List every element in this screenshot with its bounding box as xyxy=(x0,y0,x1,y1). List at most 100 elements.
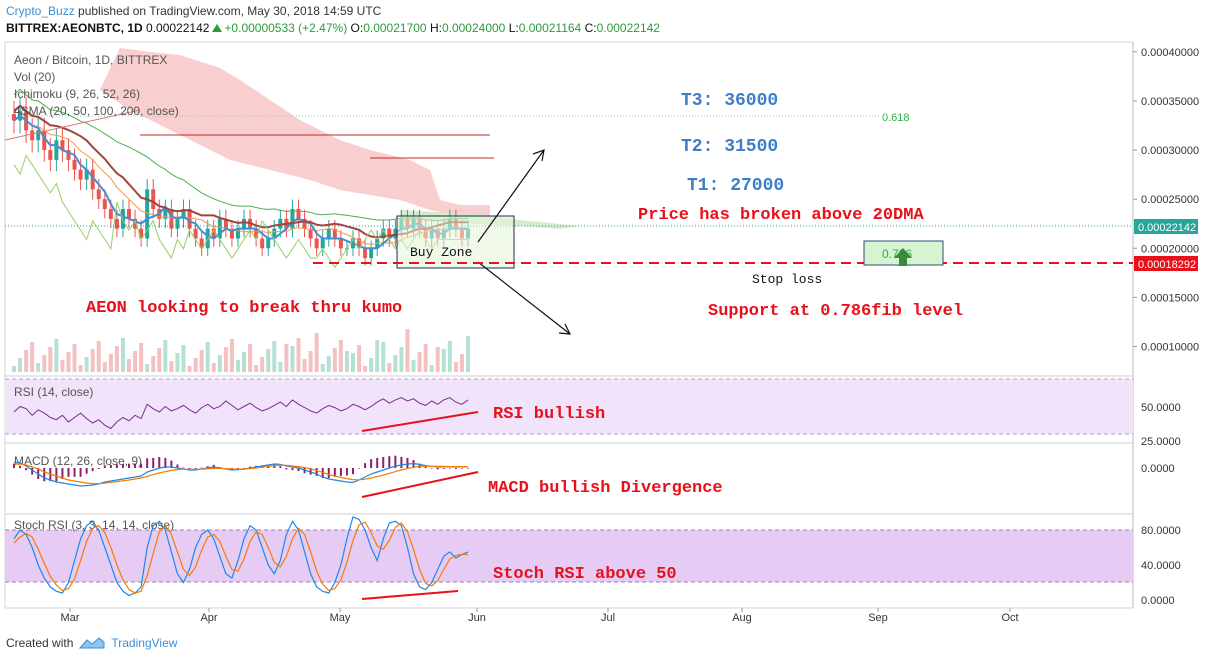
candle-body xyxy=(54,140,59,160)
price-tick-label: 0.00010000 xyxy=(1141,342,1199,354)
low-label: L: xyxy=(508,21,519,35)
time-tick-label: Oct xyxy=(1001,612,1018,624)
rsi-pane-title: RSI (14, close) xyxy=(14,385,93,399)
macd-hist-bar xyxy=(321,468,324,479)
buy-zone-box[interactable] xyxy=(396,215,515,269)
macd-hist-bar xyxy=(442,468,445,469)
candle-body xyxy=(66,150,71,160)
candle-body xyxy=(217,218,222,239)
macd-divergence-line xyxy=(361,471,479,498)
macd-hist-bar xyxy=(43,468,46,482)
time-tick-label: Aug xyxy=(732,612,752,624)
macd-hist-bar xyxy=(25,468,28,471)
macd-hist-bar xyxy=(115,464,118,468)
price-pane-title: Aeon / Bitcoin, 1D, BITTREX xyxy=(14,53,167,67)
volume-bar xyxy=(145,364,150,372)
kijun-line xyxy=(13,104,468,239)
publish-line: Crypto_Buzz published on TradingView.com… xyxy=(6,4,381,18)
volume-bar xyxy=(344,351,349,372)
volume-bar xyxy=(211,363,216,372)
macd-hist-bar xyxy=(309,468,312,475)
rsi-tick-label: 50.0000 xyxy=(1141,402,1181,414)
volume-bar xyxy=(163,340,168,372)
time-axis[interactable]: Mar Apr May Jun Jul Aug Sep Oct xyxy=(61,608,1019,624)
price-tick-label: 0.00030000 xyxy=(1141,145,1199,157)
author-link[interactable]: Crypto_Buzz xyxy=(6,4,75,18)
indicator-ichimoku: Ichimoku (9, 26, 52, 26) xyxy=(14,87,140,101)
volume-bar xyxy=(199,350,204,372)
volume-bar xyxy=(423,344,428,372)
volume-bar xyxy=(296,338,301,372)
candle-body xyxy=(72,159,77,170)
volume-bar xyxy=(181,345,186,372)
volume-bar xyxy=(308,351,313,372)
fib-618-label: 0.618 xyxy=(882,112,910,124)
candle-body xyxy=(145,189,150,239)
macd-hist-bar xyxy=(128,463,131,468)
macd-hist-bar xyxy=(146,458,149,468)
volume-bar xyxy=(72,344,77,372)
candle-body xyxy=(229,228,234,239)
volume-bar xyxy=(441,349,446,372)
macd-hist-bar xyxy=(236,468,239,469)
candle-body xyxy=(254,228,259,239)
candle-body xyxy=(272,228,277,239)
volume-bar xyxy=(187,366,192,372)
volume-group xyxy=(12,329,470,372)
volume-bar xyxy=(84,357,89,372)
rsi-tick-label: 25.0000 xyxy=(1141,436,1181,448)
candle-body xyxy=(338,238,343,249)
candle-body xyxy=(181,209,186,219)
stop-loss-label: Stop loss xyxy=(752,272,822,287)
macd-hist-bar xyxy=(327,468,330,479)
volume-bar xyxy=(127,359,132,372)
macd-hist-bar xyxy=(67,468,70,477)
price-tick-label: 0.00040000 xyxy=(1141,47,1199,59)
candle-body xyxy=(96,189,101,200)
volume-bar xyxy=(60,360,65,372)
candle-body xyxy=(48,150,53,160)
volume-bar xyxy=(133,351,138,372)
volume-bar xyxy=(151,356,156,372)
buy-zone-label: Buy Zone xyxy=(410,245,472,260)
stoch-pane-title: Stoch RSI (3, 3, 14, 14, close) xyxy=(14,518,174,532)
candle-body xyxy=(363,248,368,259)
macd-hist-bar xyxy=(467,468,469,469)
candle-body xyxy=(60,140,65,151)
broken-20dma-note: Price has broken above 20DMA xyxy=(638,206,924,225)
candle-body xyxy=(30,130,35,141)
support-note: Support at 0.786fib level xyxy=(708,302,963,321)
volume-bar xyxy=(411,360,416,372)
candle-body xyxy=(205,228,210,249)
candle-body xyxy=(133,218,138,229)
volume-bar xyxy=(278,362,283,372)
candle-body xyxy=(260,238,265,249)
macd-hist-bar xyxy=(424,466,427,468)
macd-hist-bar xyxy=(249,466,252,468)
candle-body xyxy=(211,228,216,239)
price-tick-label: 0.00015000 xyxy=(1141,292,1199,304)
tradingview-brand-link[interactable]: TradingView xyxy=(111,636,178,650)
macd-hist-bar xyxy=(394,455,397,468)
volume-bar xyxy=(175,353,180,372)
volume-bar xyxy=(387,363,392,372)
price-axis[interactable]: 0.00040000 0.00035000 0.00030000 0.00025000… xyxy=(1133,47,1199,607)
target-t2: T2: 31500 xyxy=(681,137,778,157)
macd-hist-bar xyxy=(182,467,185,469)
macd-hist-bar xyxy=(460,468,463,469)
high-label: H: xyxy=(429,21,442,35)
macd-tick-label: 0.0000 xyxy=(1141,463,1175,475)
time-tick-label: Jul xyxy=(601,612,615,624)
macd-hist-bar xyxy=(333,468,336,477)
candle-body xyxy=(102,199,107,209)
high-value: 0.00024000 xyxy=(441,21,506,35)
volume-bar xyxy=(466,336,470,372)
macd-hist-bar xyxy=(79,468,82,477)
volume-bar xyxy=(205,342,210,372)
stop-loss-tag xyxy=(1134,256,1198,271)
candle-body xyxy=(12,114,16,121)
candle-body xyxy=(235,228,240,239)
macd-hist-bar xyxy=(351,468,354,475)
macd-hist-bar xyxy=(297,468,300,472)
